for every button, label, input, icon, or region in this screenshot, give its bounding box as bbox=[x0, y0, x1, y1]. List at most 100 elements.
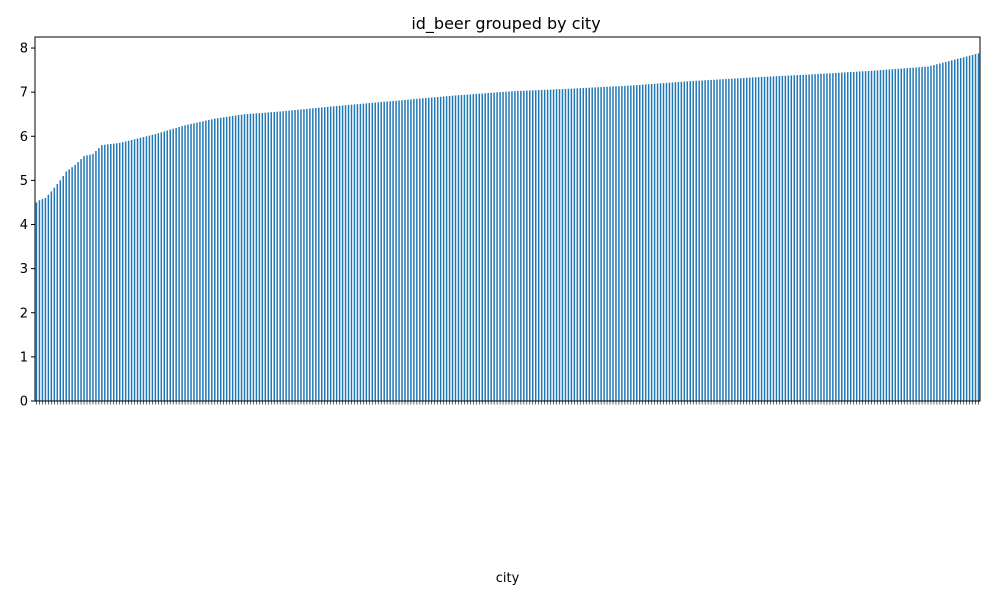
bar bbox=[549, 89, 552, 402]
bar bbox=[534, 90, 537, 402]
bar bbox=[630, 85, 632, 401]
bar bbox=[769, 76, 772, 401]
bar bbox=[757, 77, 760, 401]
bar bbox=[50, 191, 53, 401]
bar bbox=[460, 95, 463, 402]
bar bbox=[270, 112, 272, 401]
bar bbox=[217, 118, 219, 402]
bar bbox=[927, 66, 929, 401]
bar bbox=[493, 92, 495, 401]
bar bbox=[166, 130, 168, 402]
bar bbox=[38, 200, 41, 401]
bar bbox=[814, 74, 816, 402]
bar bbox=[133, 139, 136, 401]
bar bbox=[371, 102, 374, 401]
bar bbox=[430, 97, 433, 401]
bar bbox=[811, 74, 813, 401]
bar bbox=[332, 106, 335, 402]
bar bbox=[689, 81, 692, 402]
bar bbox=[820, 73, 822, 402]
bar bbox=[612, 86, 614, 402]
bar bbox=[466, 94, 469, 401]
bar bbox=[633, 85, 635, 401]
bar bbox=[644, 84, 647, 402]
bar bbox=[71, 167, 73, 401]
bar bbox=[107, 144, 109, 402]
bar bbox=[199, 121, 201, 402]
bar bbox=[294, 110, 296, 401]
bar bbox=[478, 93, 481, 401]
bar bbox=[475, 93, 478, 402]
bar bbox=[719, 79, 721, 402]
bar bbox=[407, 99, 409, 402]
bar bbox=[618, 86, 620, 402]
bar bbox=[172, 128, 174, 401]
bar bbox=[368, 103, 371, 401]
bar bbox=[463, 94, 466, 402]
bar bbox=[680, 81, 683, 401]
bar bbox=[650, 83, 653, 402]
bar bbox=[178, 127, 180, 401]
bar bbox=[341, 105, 344, 401]
bar bbox=[80, 159, 82, 401]
bar bbox=[374, 102, 377, 401]
bar bbox=[909, 67, 911, 401]
bar bbox=[324, 107, 326, 401]
bar bbox=[903, 68, 905, 401]
bar bbox=[95, 150, 97, 401]
bar bbox=[338, 105, 341, 402]
bar bbox=[662, 83, 665, 402]
bar bbox=[309, 108, 311, 401]
y-tick-label: 1 bbox=[20, 350, 28, 365]
bar bbox=[948, 61, 950, 402]
bar bbox=[674, 82, 677, 401]
bar bbox=[609, 86, 611, 402]
bar bbox=[101, 145, 103, 401]
bar bbox=[127, 140, 130, 401]
bar bbox=[945, 61, 947, 401]
bar bbox=[377, 102, 379, 402]
bar bbox=[160, 132, 163, 402]
x-axis-label: city bbox=[496, 571, 520, 586]
bar bbox=[722, 79, 724, 402]
bar bbox=[754, 77, 757, 401]
bar bbox=[448, 95, 451, 401]
bar bbox=[974, 54, 977, 401]
bar bbox=[552, 89, 555, 402]
bar bbox=[760, 76, 763, 401]
bar bbox=[508, 91, 510, 402]
bar bbox=[737, 78, 739, 402]
bar bbox=[579, 88, 582, 401]
bar bbox=[823, 73, 825, 402]
bar bbox=[454, 95, 457, 402]
bar bbox=[894, 68, 897, 402]
bar bbox=[529, 90, 531, 401]
bar bbox=[163, 131, 166, 402]
bar bbox=[855, 71, 858, 402]
bar bbox=[796, 75, 798, 402]
bar bbox=[891, 69, 894, 402]
bar bbox=[930, 65, 932, 401]
bar bbox=[912, 67, 914, 401]
bar bbox=[683, 81, 686, 401]
bar bbox=[484, 93, 486, 401]
bar bbox=[540, 89, 543, 401]
bar bbox=[329, 106, 332, 401]
bar bbox=[772, 76, 775, 402]
bar bbox=[389, 101, 391, 402]
bar bbox=[725, 79, 727, 401]
bar bbox=[537, 90, 540, 401]
bar bbox=[751, 77, 754, 401]
bar bbox=[312, 108, 314, 401]
bar bbox=[505, 91, 507, 402]
bar bbox=[826, 73, 828, 401]
bar bbox=[665, 82, 668, 401]
bar bbox=[205, 120, 207, 402]
bar bbox=[971, 54, 974, 401]
bar bbox=[787, 75, 790, 401]
bar bbox=[603, 86, 605, 402]
bar bbox=[591, 87, 593, 401]
bar bbox=[184, 125, 186, 402]
bar bbox=[214, 118, 216, 402]
bar bbox=[92, 153, 94, 401]
